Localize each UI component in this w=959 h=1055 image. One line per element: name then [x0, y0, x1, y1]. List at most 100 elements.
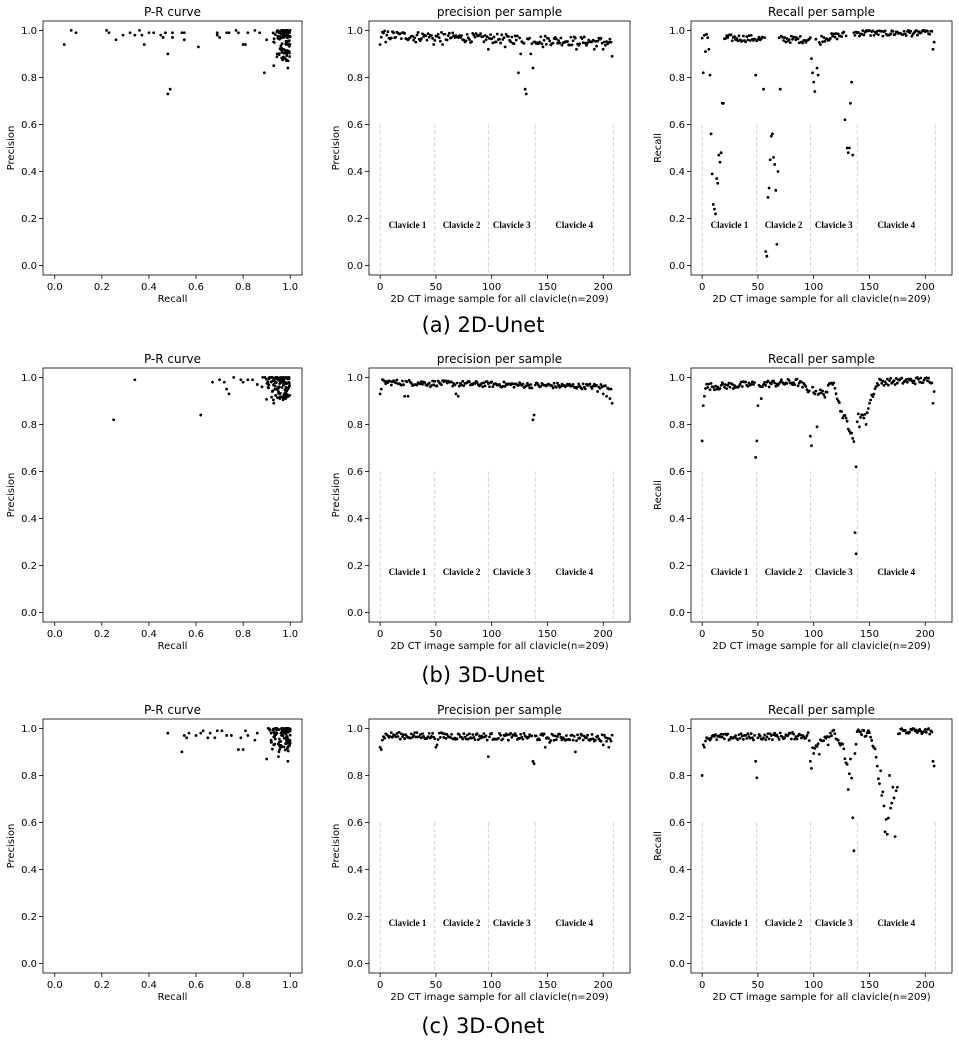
data-point	[573, 36, 577, 40]
data-point	[580, 387, 584, 391]
data-point	[829, 36, 832, 40]
data-point	[750, 736, 754, 740]
data-point	[727, 381, 731, 385]
data-point	[795, 737, 799, 741]
y-tick-label: 0.8	[21, 73, 37, 84]
data-point	[435, 743, 439, 747]
data-point	[378, 745, 382, 749]
y-tick-label: 0.2	[21, 214, 37, 225]
data-point	[270, 740, 273, 744]
data-point	[481, 35, 485, 39]
plot-frame	[690, 718, 953, 974]
data-point	[729, 33, 733, 37]
data-point	[431, 379, 434, 383]
data-point	[800, 380, 803, 384]
data-point	[529, 52, 533, 56]
data-point	[745, 35, 749, 39]
data-point	[284, 33, 288, 36]
data-point	[582, 35, 586, 39]
data-point	[850, 431, 854, 435]
data-point	[510, 35, 514, 39]
data-point	[481, 735, 485, 739]
data-point	[817, 392, 821, 395]
data-point	[218, 378, 221, 382]
data-point	[273, 735, 276, 738]
data-point	[785, 382, 789, 385]
x-tick-label: 50	[430, 980, 443, 991]
data-point	[285, 395, 289, 399]
data-point	[773, 381, 777, 385]
data-point	[813, 90, 817, 93]
data-point	[568, 43, 572, 47]
segment-label: Clavicle 3	[815, 918, 853, 928]
data-point	[917, 377, 920, 381]
data-point	[399, 383, 403, 387]
data-point	[869, 398, 872, 402]
data-point	[887, 383, 890, 387]
data-point	[511, 382, 515, 386]
data-point	[406, 394, 410, 398]
data-point	[753, 37, 756, 41]
data-point	[279, 739, 283, 743]
data-point	[424, 34, 428, 38]
data-point	[518, 36, 521, 40]
data-point	[427, 381, 431, 385]
data-point	[892, 796, 896, 800]
data-point	[197, 45, 200, 49]
data-point	[483, 384, 487, 388]
data-point	[379, 387, 383, 391]
data-point	[840, 410, 843, 413]
data-point	[171, 36, 174, 39]
data-point	[285, 42, 289, 46]
segment-label: Clavicle 3	[815, 567, 853, 577]
y-tick-label: 0.2	[669, 912, 685, 923]
data-point	[273, 732, 276, 736]
data-point	[403, 737, 407, 741]
data-point	[388, 735, 392, 738]
data-point	[473, 35, 477, 39]
data-point	[491, 41, 495, 45]
data-point	[456, 394, 460, 398]
data-point	[775, 733, 779, 737]
x-tick-label: 0.2	[94, 629, 110, 640]
data-point	[519, 732, 523, 736]
data-point	[883, 29, 887, 33]
data-point	[444, 737, 448, 740]
data-point	[554, 37, 558, 41]
data-point	[745, 736, 749, 740]
data-point	[912, 727, 916, 731]
data-point	[778, 87, 782, 91]
data-point	[427, 731, 431, 735]
plot-frame	[42, 718, 303, 974]
data-point	[265, 38, 269, 42]
data-point	[895, 785, 899, 789]
data-point	[180, 31, 184, 35]
data-point	[861, 29, 865, 33]
x-tick-label: 0.0	[47, 629, 63, 640]
data-point	[580, 37, 584, 40]
y-tick-label: 0.4	[347, 514, 363, 525]
data-point	[610, 733, 614, 737]
data-point	[266, 385, 270, 389]
data-point	[766, 195, 770, 199]
data-point	[788, 731, 792, 735]
data-point	[486, 382, 490, 385]
y-axis-label: Precision	[6, 824, 17, 869]
data-point	[484, 38, 488, 42]
x-tick-label: 100	[482, 980, 501, 991]
data-point	[563, 739, 567, 742]
data-point	[398, 737, 402, 741]
data-point	[904, 378, 908, 381]
data-point	[194, 734, 198, 737]
chart-title: P-R curve	[144, 5, 201, 19]
data-point	[820, 34, 823, 38]
data-point	[600, 733, 604, 737]
y-axis-label: Recall	[653, 480, 664, 510]
y-tick-label: 0.2	[347, 561, 363, 572]
data-point	[133, 33, 137, 37]
data-point	[549, 739, 553, 742]
data-point	[62, 43, 66, 46]
data-point	[529, 383, 533, 386]
data-point	[932, 390, 936, 393]
data-point	[482, 732, 486, 736]
